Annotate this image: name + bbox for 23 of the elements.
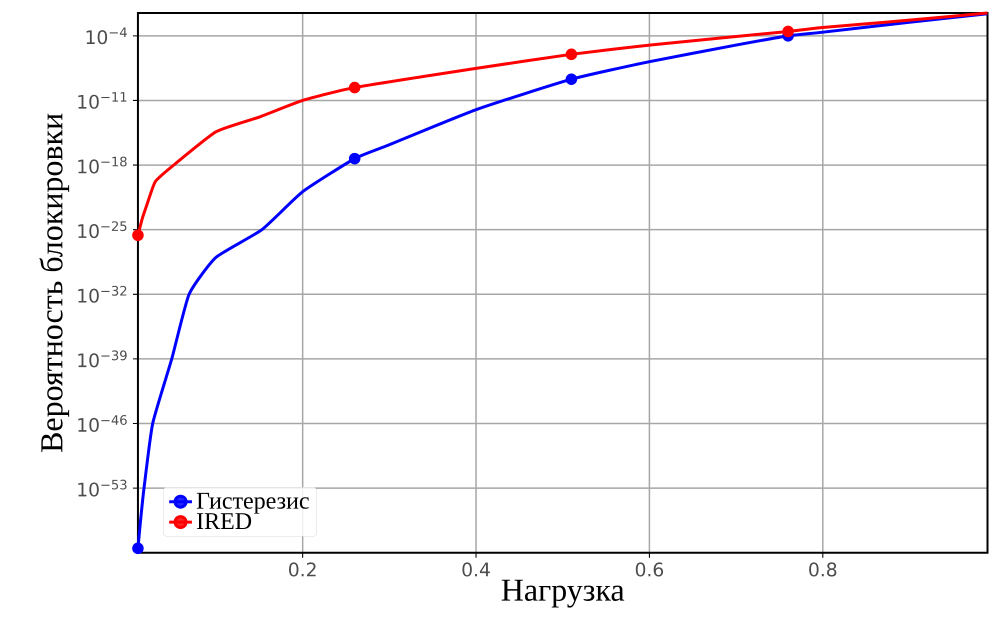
y-tick-label: 10$^{−32}$ bbox=[78, 286, 126, 303]
y-tick-label: 10$^{−53}$ bbox=[78, 480, 127, 497]
x-tick-label: 0.6 bbox=[636, 562, 664, 577]
point bbox=[348, 82, 360, 94]
x-tick-label: 0.8 bbox=[809, 562, 836, 577]
y-axis-title: Вероятность блокировки bbox=[39, 114, 70, 452]
point bbox=[782, 26, 794, 38]
point bbox=[132, 542, 144, 554]
x-axis-title: Нагрузка bbox=[502, 580, 624, 608]
y-tick-label: 10$^{−4}$ bbox=[86, 28, 127, 44]
y-tick-label: 10$^{−11}$ bbox=[78, 92, 126, 110]
legend-label: IRED bbox=[196, 513, 252, 530]
y-tick-label: 10$^{−39}$ bbox=[78, 350, 127, 368]
point bbox=[566, 74, 578, 86]
y-tick-label: 10$^{−18}$ bbox=[78, 156, 127, 174]
y-tick-label: 10$^{−25}$ bbox=[78, 221, 126, 238]
point bbox=[348, 153, 360, 165]
x-tick-label: 0.4 bbox=[462, 562, 490, 577]
x-tick-label: 0.2 bbox=[289, 562, 316, 577]
point bbox=[566, 48, 578, 60]
legend-label: Гистерезис bbox=[196, 493, 309, 514]
y-tick-label: 10$^{−46}$ bbox=[78, 415, 127, 432]
point bbox=[132, 230, 144, 242]
